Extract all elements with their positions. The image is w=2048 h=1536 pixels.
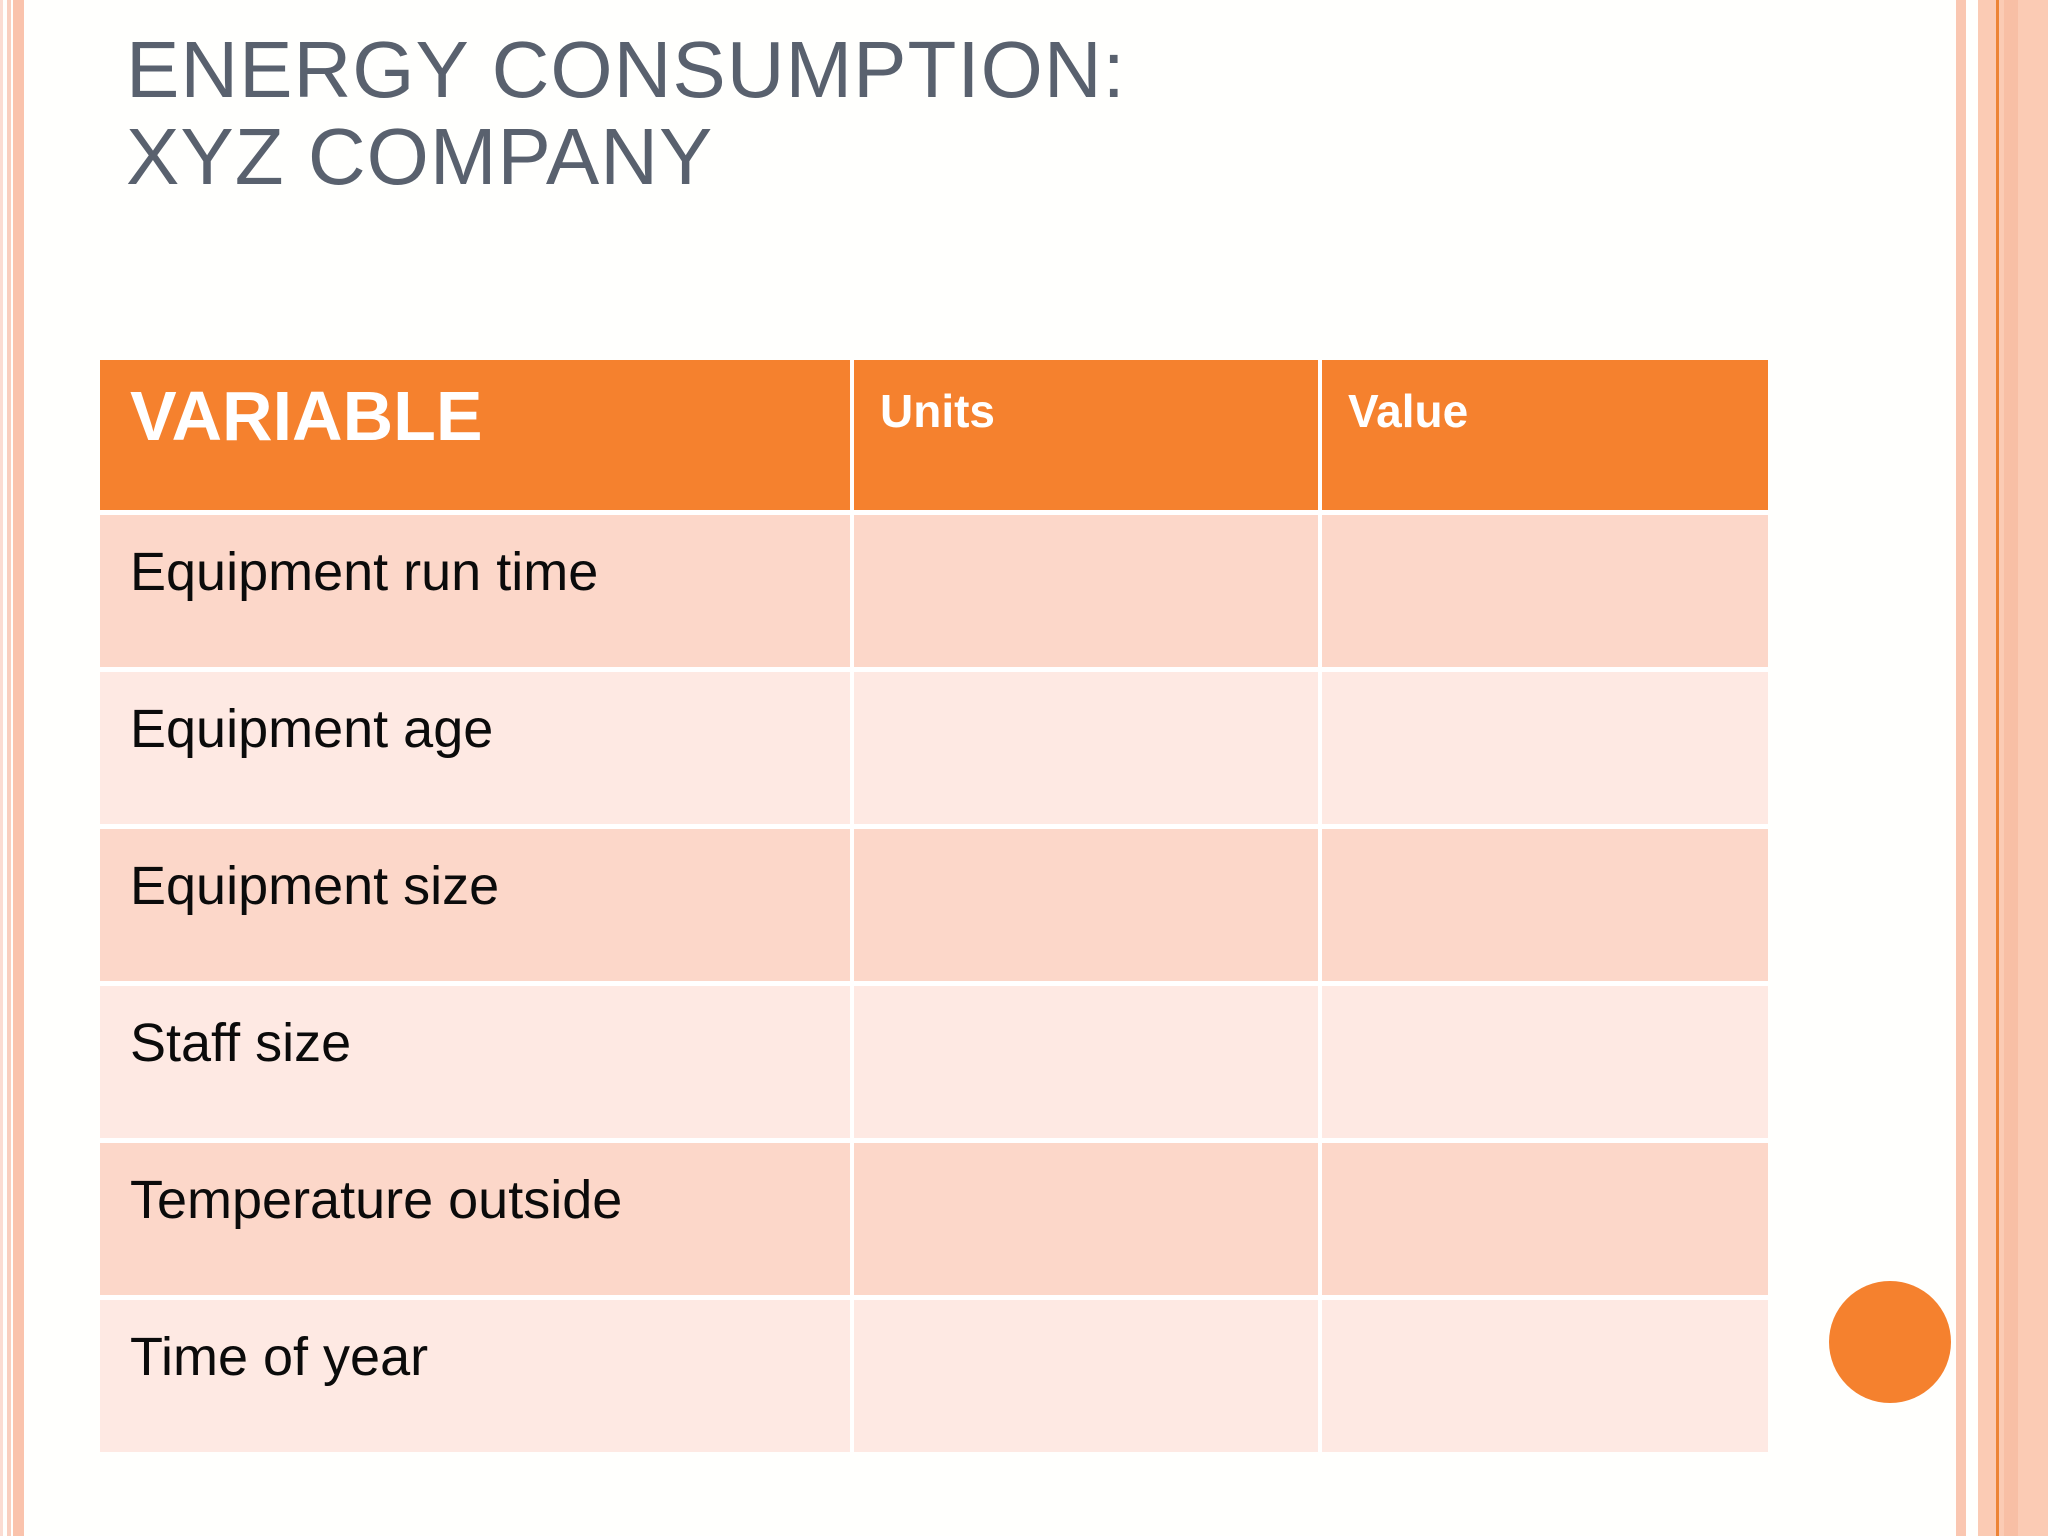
cell-value xyxy=(1322,515,1768,667)
header-cell-units: Units xyxy=(854,360,1318,510)
cell-variable: Temperature outside xyxy=(100,1143,850,1295)
cell-units xyxy=(854,829,1318,981)
cell-variable: Time of year xyxy=(100,1300,850,1452)
cell-units xyxy=(854,672,1318,824)
cell-variable: Staff size xyxy=(100,986,850,1138)
cell-units xyxy=(854,1143,1318,1295)
left-border-hairline xyxy=(0,0,3,1536)
left-border-wide-stripe xyxy=(13,0,24,1536)
header-cell-value: Value xyxy=(1322,360,1768,510)
cell-units xyxy=(854,1300,1318,1452)
cell-variable: Equipment age xyxy=(100,672,850,824)
variables-table: VARIABLE Units Value Equipment run time … xyxy=(100,360,1768,1452)
page-title-line1: ENERGY CONSUMPTION: xyxy=(126,25,1126,114)
cell-variable: Equipment run time xyxy=(100,515,850,667)
page-title: ENERGY CONSUMPTION: XYZ COMPANY xyxy=(126,25,1126,202)
cell-value xyxy=(1322,1300,1768,1452)
cell-units xyxy=(854,515,1318,667)
accent-circle xyxy=(1829,1281,1951,1403)
header-cell-variable: VARIABLE xyxy=(100,360,850,510)
cell-variable: Equipment size xyxy=(100,829,850,981)
cell-units xyxy=(854,986,1318,1138)
cell-value xyxy=(1322,986,1768,1138)
right-border-shade-stripe xyxy=(2004,0,2018,1536)
page-title-line2: XYZ COMPANY xyxy=(126,112,714,202)
cell-value xyxy=(1322,1143,1768,1295)
cell-value xyxy=(1322,829,1768,981)
cell-value xyxy=(1322,672,1768,824)
right-border-accent-line xyxy=(1996,0,1999,1536)
right-border-thin-stripe xyxy=(1956,0,1966,1536)
left-border-thin-stripe xyxy=(7,0,11,1536)
